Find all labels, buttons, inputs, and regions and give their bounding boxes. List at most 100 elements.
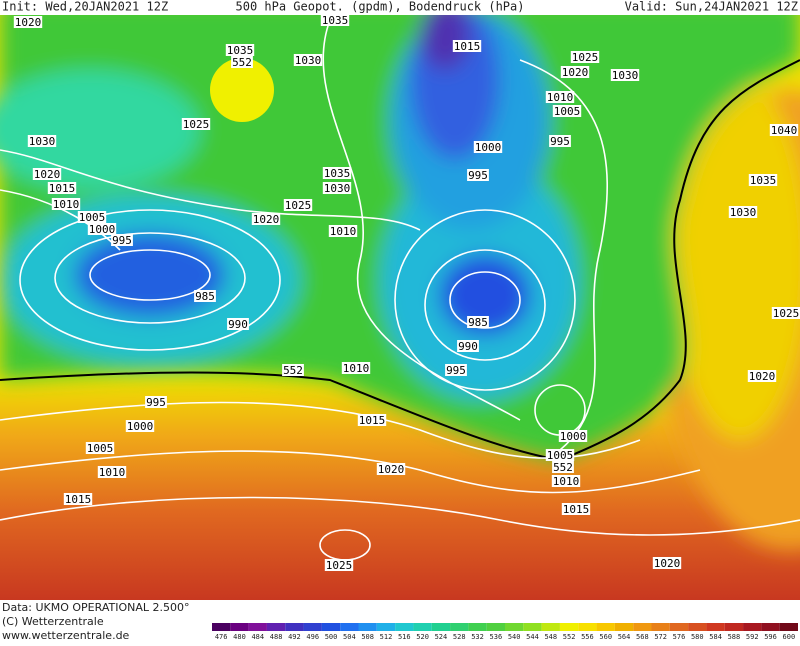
colorbar-label: 576	[673, 633, 686, 641]
isobar-label: 1010	[547, 91, 574, 104]
isobar-label: 1035	[227, 44, 254, 57]
isobar-label-bg	[63, 493, 93, 505]
colorbar-swatch	[523, 623, 542, 631]
colorbar-label: 580	[691, 633, 704, 641]
colorbar-swatch	[321, 623, 341, 631]
isobar-label-bg	[341, 362, 371, 374]
init-time: Init: Wed,20JAN2021 12Z	[2, 0, 168, 14]
isobar-label-bg	[728, 206, 758, 218]
isobar-label-bg	[51, 198, 81, 210]
isobar-label: 1005	[87, 442, 114, 455]
colorbar-label: 556	[581, 633, 594, 641]
isobar-label-bg	[293, 54, 323, 66]
copyright: (C) Wetterzentrale	[2, 615, 104, 628]
colorbar-swatch	[688, 623, 707, 631]
colorbar-label: 476	[215, 633, 228, 641]
isobar-label: 552	[553, 461, 573, 474]
isobar-label: 1015	[65, 493, 92, 506]
isobar-label: 1005	[554, 105, 581, 118]
isobar-label: 1000	[475, 141, 502, 154]
isobar-label: 1025	[773, 307, 800, 320]
isobar-label-bg	[27, 135, 57, 147]
colorbar-label: 552	[563, 633, 576, 641]
isobar-label-bg	[125, 420, 155, 432]
isobar-label-bg	[549, 135, 571, 147]
isobar-label-bg	[467, 169, 489, 181]
isobar-label: 1035	[322, 14, 349, 27]
colorbar-label: 524	[435, 633, 448, 641]
isobar-label-bg	[85, 442, 115, 454]
isobar-label: 995	[468, 169, 488, 182]
isobar-label-bg	[225, 44, 255, 56]
isobar-label-bg	[560, 66, 590, 78]
isobar-label: 1000	[560, 430, 587, 443]
colorbar-label: 500	[325, 633, 338, 641]
colorbar-swatch	[743, 623, 762, 631]
isobar-label: 1020	[34, 168, 61, 181]
colorbar-label: 484	[251, 633, 264, 641]
colorbar: 476 480 484 488 492 496 500 504 508 512 516 520 524 5…	[212, 623, 798, 641]
isobar-label-bg	[747, 370, 777, 382]
isobar-label-bg	[194, 290, 216, 302]
isobar-label: 552	[232, 56, 252, 69]
isobar-label: 1005	[79, 211, 106, 224]
isobar-label: 1010	[343, 362, 370, 375]
colorbar-swatch	[559, 623, 579, 631]
isobar-label-bg	[145, 396, 167, 408]
colorbar-label: 504	[343, 633, 356, 641]
isobar-label-bg	[610, 69, 640, 81]
isobar-label-bg	[111, 234, 133, 246]
colorbar-swatch	[468, 623, 487, 631]
colorbar-label: 488	[270, 633, 283, 641]
isobar-label: 1025	[572, 51, 599, 64]
colorbar-swatch	[614, 623, 634, 631]
isobar-label: 1020	[15, 16, 42, 29]
isobar-label: 1010	[553, 475, 580, 488]
isobar-label: 1040	[771, 124, 798, 137]
isobar-label-bg	[320, 14, 350, 26]
isobar-label: 1000	[127, 420, 154, 433]
isobar-label-bg	[452, 40, 482, 52]
isobar-label-bg	[227, 318, 249, 330]
isobar-label: 1015	[454, 40, 481, 53]
isobar-label-bg	[570, 51, 600, 63]
isobar-label: 1020	[378, 463, 405, 476]
isobar-label-bg	[769, 124, 799, 136]
website: www.wetterzentrale.de	[2, 629, 130, 642]
isobar-label: 995	[446, 364, 466, 377]
colorbar-label: 532	[471, 633, 484, 641]
isobar-label-bg	[467, 316, 489, 328]
colorbar-swatch	[651, 623, 670, 631]
colorbar-label: 544	[526, 633, 539, 641]
isobar-label: 1010	[99, 466, 126, 479]
colorbar-swatch	[596, 623, 615, 631]
isobar-label-bg	[97, 466, 127, 478]
isobar-label: 1035	[750, 174, 777, 187]
isobar-label-bg	[251, 213, 281, 225]
colorbar-label: 568	[636, 633, 649, 641]
isobar-label: 1010	[53, 198, 80, 211]
isobar-label: 1025	[183, 118, 210, 131]
isobar-label-bg	[181, 118, 211, 130]
colorbar-swatch	[486, 623, 505, 631]
colorbar-label: 528	[453, 633, 466, 641]
colorbar-swatch	[578, 623, 597, 631]
isobar-label: 995	[146, 396, 166, 409]
colorbar-label: 600	[783, 633, 796, 641]
colorbar-label: 584	[709, 633, 722, 641]
isobar-label: 990	[458, 340, 478, 353]
isobar-label-bg	[322, 182, 352, 194]
isobar-label-bg	[47, 182, 77, 194]
isobar-label-bg	[32, 168, 62, 180]
isobar-label-bg	[282, 364, 304, 376]
isobar-label: 995	[112, 234, 132, 247]
colorbar-swatch	[431, 623, 451, 631]
isobar-label-bg	[376, 463, 406, 475]
isobar-label-bg	[324, 559, 354, 571]
isobar-label-bg	[322, 167, 352, 179]
isobar-label-bg	[552, 105, 582, 117]
isobar-label: 1010	[330, 225, 357, 238]
isobar-label: 1030	[730, 206, 757, 219]
colorbar-label: 572	[654, 633, 667, 641]
isobar-label-bg	[552, 461, 574, 473]
